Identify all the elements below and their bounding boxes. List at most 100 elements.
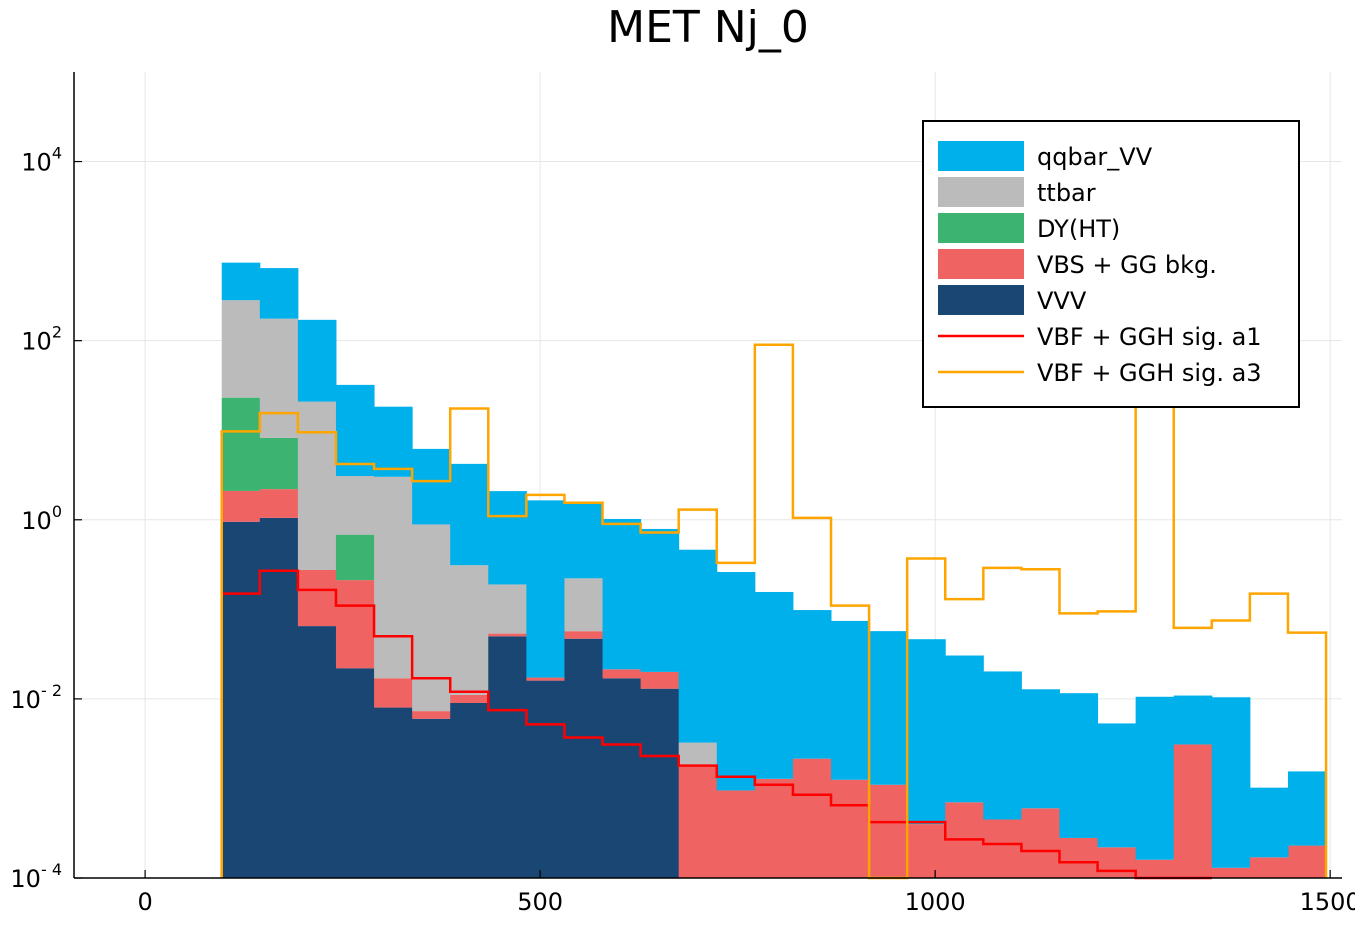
bar-qqbar-vv-bin-18 [907, 639, 946, 825]
bar-ttbar-bin-4 [374, 476, 413, 679]
bar-qqbar-vv-bin-28 [1287, 771, 1327, 846]
bar-vbs-gg-bkg-bin-9 [564, 631, 604, 639]
legend-swatch-ttbar [938, 177, 1024, 207]
bar-qqbar-vv-bin-25 [1173, 695, 1213, 745]
bar-qqbar-vv-bin-3 [335, 384, 375, 477]
bar-ttbar-bin-9 [564, 578, 604, 632]
bar-vbs-gg-bkg-bin-6 [450, 694, 489, 703]
bar-qqbar-vv-bin-8 [526, 500, 565, 678]
bar-vvv-bin-5 [412, 718, 451, 878]
bar-qqbar-vv-bin-20 [983, 671, 1022, 820]
bar-vbs-gg-bkg-bin-11 [640, 671, 680, 689]
bar-vvv-bin-0 [221, 521, 261, 878]
bar-vvv-bin-8 [526, 680, 565, 878]
bar-vbs-gg-bkg-bin-18 [907, 824, 946, 878]
bar-vbs-gg-bkg-bin-16 [831, 779, 870, 878]
bar-vvv-bin-2 [297, 626, 337, 878]
y-tick-label: 10- 2 [10, 681, 62, 714]
bar-ttbar-bin-12 [678, 742, 718, 767]
bar-qqbar-vv-bin-26 [1211, 697, 1251, 868]
x-tick-label: 1000 [905, 888, 966, 916]
bar-ttbar-bin-2 [297, 401, 337, 570]
bar-qqbar-vv-bin-5 [412, 448, 451, 525]
bar-ttbar-bin-0 [221, 300, 261, 398]
bar-vbs-gg-bkg-bin-24 [1135, 859, 1175, 878]
bar-qqbar-vv-bin-14 [754, 591, 794, 779]
y-tick-label: 100 [21, 502, 62, 535]
axes [73, 72, 1342, 879]
bar-vbs-gg-bkg-bin-21 [1021, 808, 1060, 878]
bar-dy-ht-bin-0 [221, 397, 261, 491]
legend-label-vvv: VVV [1037, 287, 1087, 315]
bar-qqbar-vv-bin-16 [831, 620, 870, 780]
bar-vvv-bin-7 [488, 636, 527, 878]
y-tick-label: 102 [21, 323, 62, 356]
legend-swatch-vbs-gg-bkg [938, 249, 1024, 279]
bar-vbs-gg-bkg-bin-14 [754, 778, 794, 878]
bar-qqbar-vv-bin-19 [945, 655, 984, 803]
bar-vbs-gg-bkg-bin-3 [335, 580, 375, 669]
bar-vvv-bin-3 [335, 668, 375, 878]
legend-swatch-qqbar-vv [938, 141, 1024, 171]
bar-qqbar-vv-bin-1 [259, 268, 299, 319]
bar-vbs-gg-bkg-bin-15 [792, 758, 832, 878]
bar-qqbar-vv-bin-2 [297, 319, 337, 402]
bar-vbs-gg-bkg-bin-0 [221, 490, 261, 522]
bar-vbs-gg-bkg-bin-28 [1287, 845, 1327, 878]
x-tick-label: 1500 [1300, 888, 1355, 916]
bar-ttbar-bin-5 [412, 524, 451, 712]
bar-ttbar-bin-6 [450, 565, 489, 695]
bar-vvv-bin-1 [259, 517, 299, 878]
legend-label-dy-ht: DY(HT) [1037, 215, 1120, 243]
bar-dy-ht-bin-3 [335, 534, 375, 581]
x-tick-label: 500 [517, 888, 563, 916]
legend-label-qqbar-vv: qqbar_VV [1037, 143, 1153, 171]
legend-label-vbs-gg-bkg: VBS + GG bkg. [1037, 251, 1217, 279]
bar-vbs-gg-bkg-bin-5 [412, 711, 451, 719]
bar-vbs-gg-bkg-bin-25 [1173, 744, 1213, 878]
bar-vbs-gg-bkg-bin-20 [983, 819, 1022, 878]
bar-qqbar-vv-bin-23 [1097, 723, 1137, 848]
bar-qqbar-vv-bin-7 [488, 491, 527, 585]
bar-vbs-gg-bkg-bin-23 [1097, 847, 1137, 878]
legend-swatch-vvv [938, 285, 1024, 315]
legend-swatch-dy-ht [938, 213, 1024, 243]
bar-qqbar-vv-bin-15 [792, 610, 832, 759]
bar-qqbar-vv-bin-17 [869, 631, 908, 785]
bar-ttbar-bin-3 [335, 476, 375, 535]
bar-vbs-gg-bkg-bin-12 [678, 766, 718, 878]
bar-vvv-bin-6 [450, 702, 489, 878]
bar-dy-ht-bin-1 [259, 437, 299, 490]
line-vbf-ggh-sig-a1 [220, 569, 1212, 880]
bar-qqbar-vv-bin-6 [450, 463, 489, 566]
bar-qqbar-vv-bin-24 [1135, 696, 1175, 860]
bar-vvv-bin-4 [374, 707, 413, 878]
bar-qqbar-vv-bin-0 [221, 262, 261, 301]
bar-vbs-gg-bkg-bin-10 [602, 669, 642, 679]
bar-vbs-gg-bkg-bin-17 [869, 784, 908, 878]
bar-qqbar-vv-bin-27 [1249, 787, 1289, 858]
bar-vbs-gg-bkg-bin-27 [1249, 857, 1289, 878]
bar-qqbar-vv-bin-21 [1021, 689, 1060, 809]
bar-vbs-gg-bkg-bin-4 [374, 678, 413, 708]
chart-title: MET Nj_0 [607, 2, 809, 53]
bar-vvv-bin-11 [640, 688, 680, 878]
x-tick-label: 0 [137, 888, 152, 916]
bar-qqbar-vv-bin-11 [640, 528, 680, 672]
bar-vbs-gg-bkg-bin-7 [488, 633, 527, 637]
bar-qqbar-vv-bin-10 [602, 518, 642, 670]
bar-vvv-bin-9 [564, 638, 604, 878]
bar-vbs-gg-bkg-bin-13 [716, 790, 756, 878]
bar-ttbar-bin-1 [259, 318, 299, 438]
bar-qqbar-vv-bin-12 [678, 549, 718, 743]
stacked-bars [221, 262, 1327, 878]
bar-qqbar-vv-bin-22 [1059, 693, 1099, 838]
bar-ttbar-bin-7 [488, 584, 527, 634]
bar-vbs-gg-bkg-bin-8 [526, 677, 565, 681]
legend-label-ttbar: ttbar [1037, 179, 1096, 207]
bar-qqbar-vv-bin-9 [564, 503, 604, 579]
bar-vbs-gg-bkg-bin-26 [1211, 867, 1251, 878]
bar-vbs-gg-bkg-bin-22 [1059, 837, 1099, 878]
